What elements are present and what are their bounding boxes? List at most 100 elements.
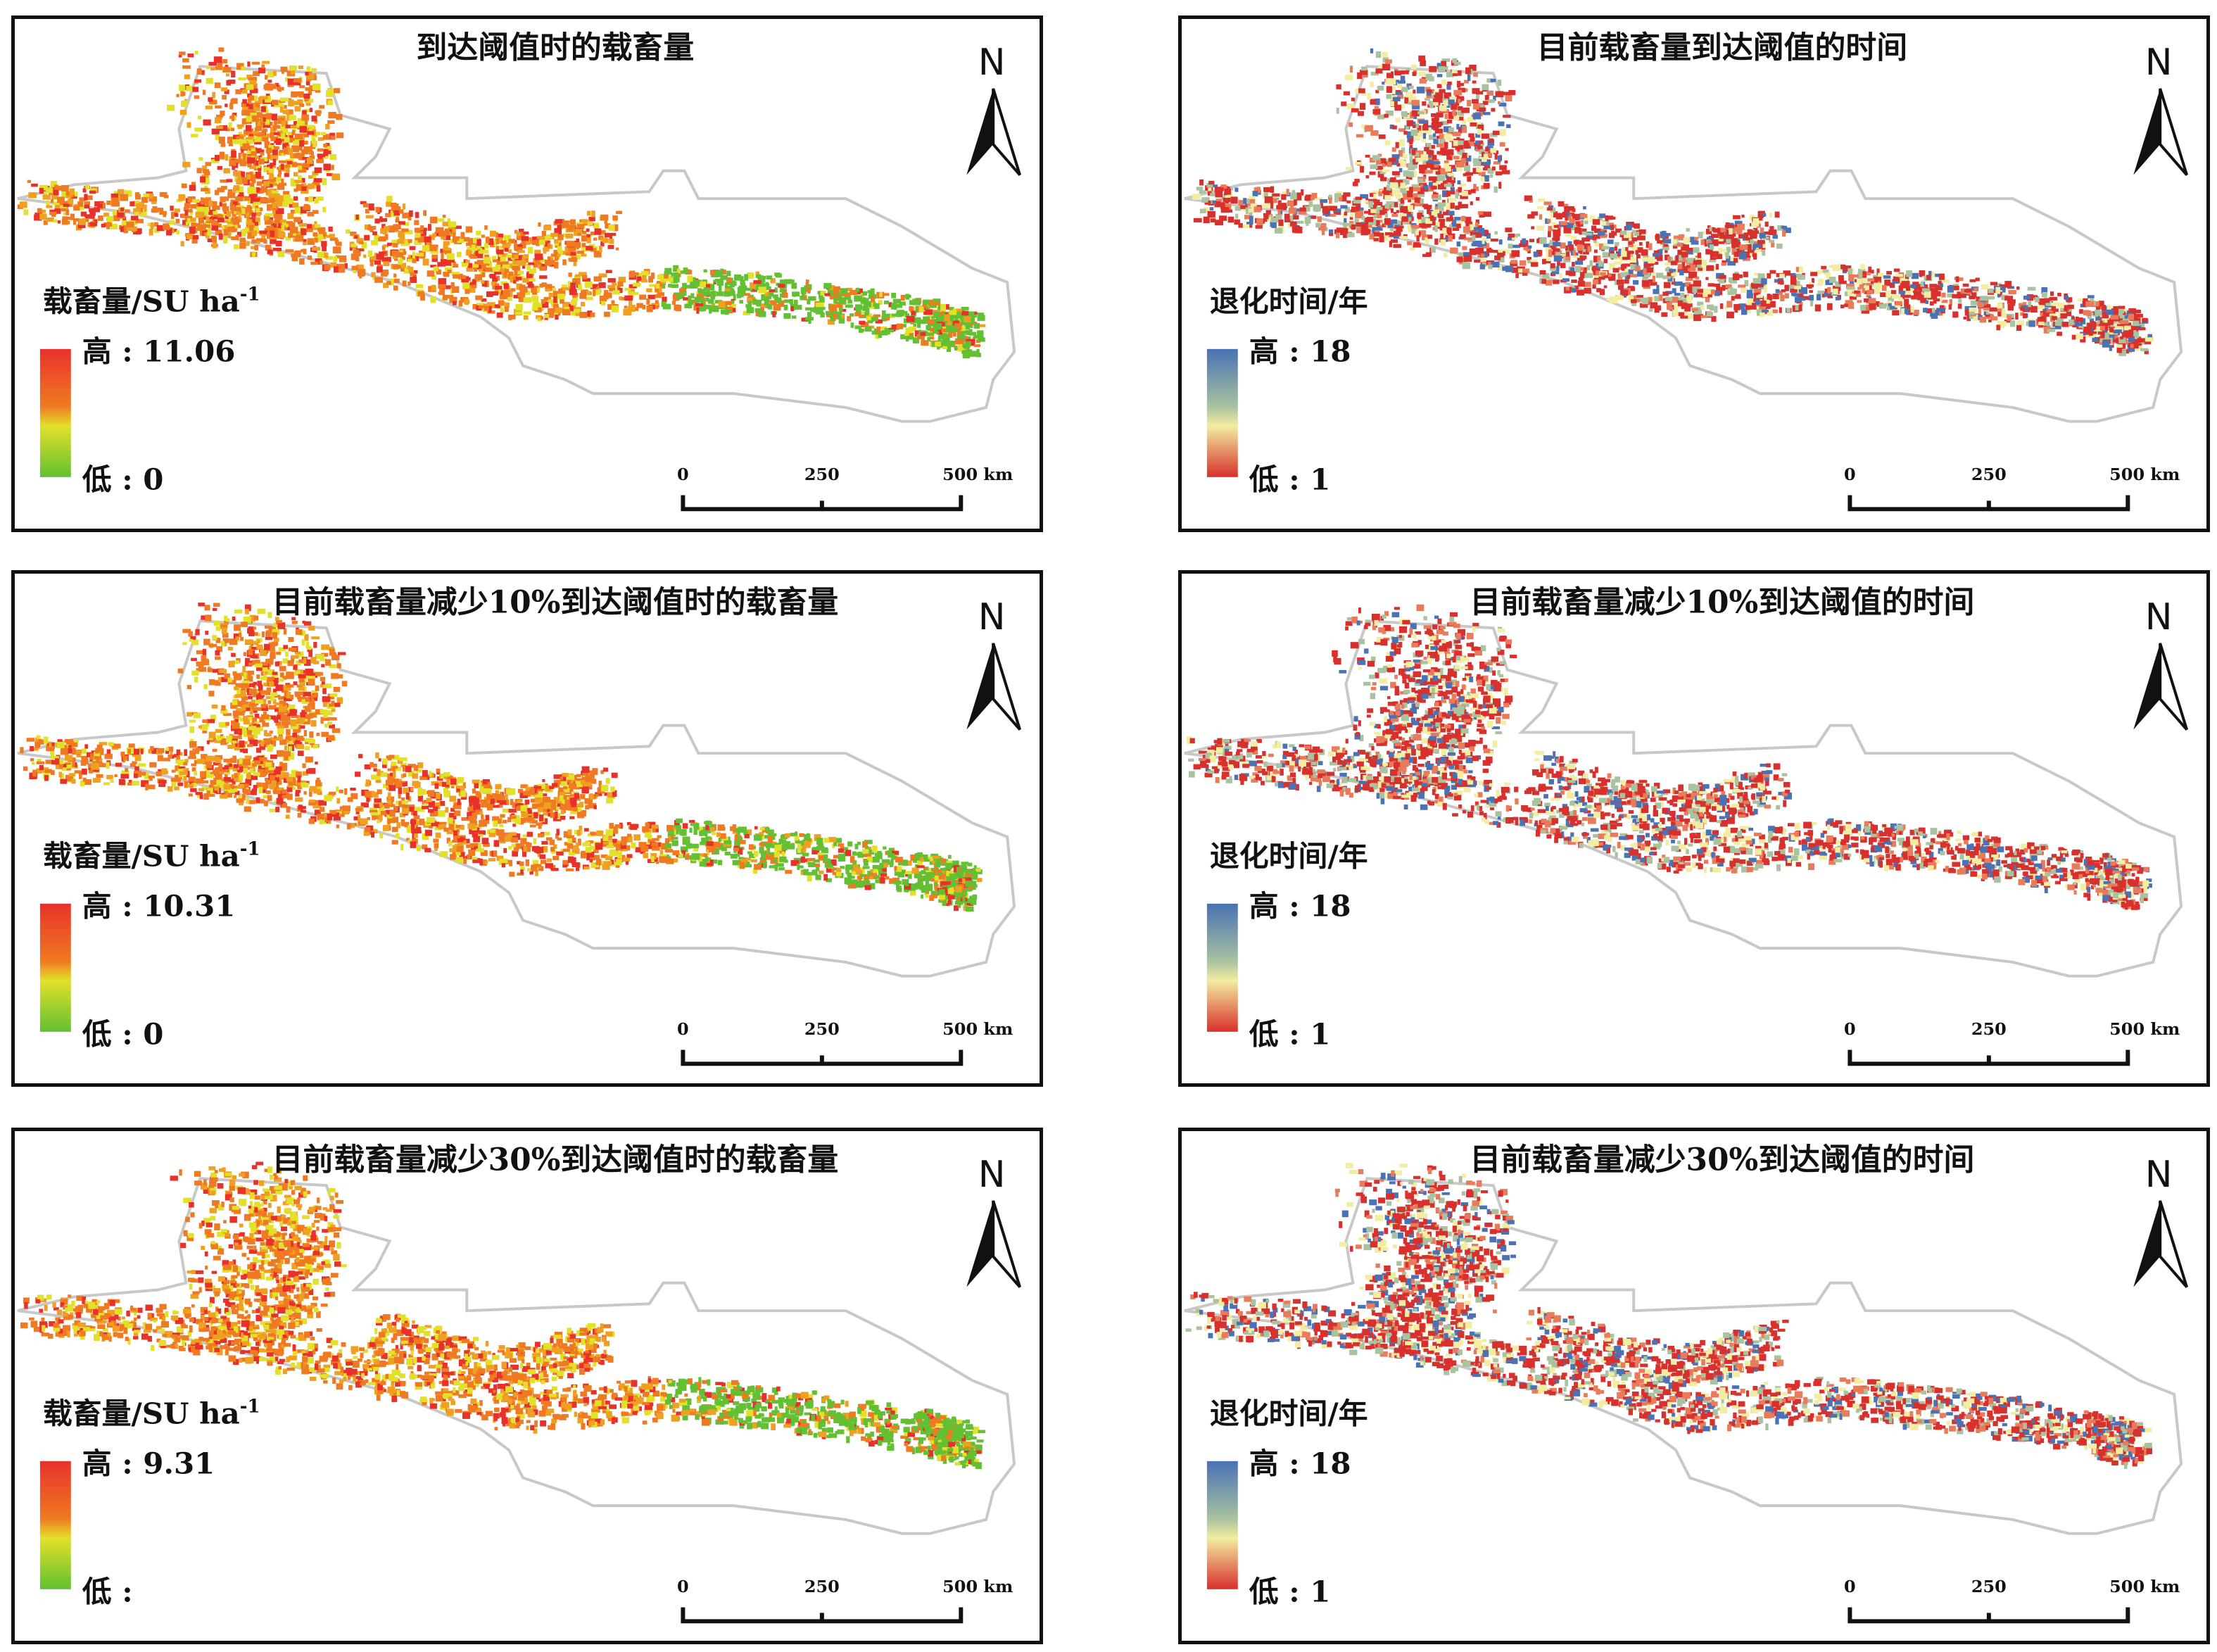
raster-pixel: [416, 231, 424, 234]
raster-pixel: [322, 206, 327, 213]
raster-pixel: [259, 230, 268, 234]
raster-pixel: [1451, 103, 1458, 111]
raster-pixel: [1791, 273, 1796, 277]
raster-pixel: [461, 275, 467, 279]
raster-pixel: [1498, 256, 1505, 263]
raster-pixel: [1325, 207, 1329, 215]
raster-pixel: [847, 299, 852, 304]
raster-pixel: [883, 293, 890, 296]
raster-pixel: [2045, 325, 2051, 332]
raster-pixel: [516, 231, 522, 236]
raster-pixel: [849, 289, 858, 296]
raster-pixel: [778, 300, 785, 308]
raster-pixel: [324, 252, 329, 258]
raster-pixel: [1384, 195, 1391, 201]
raster-pixel: [1386, 184, 1391, 191]
raster-pixel: [1246, 198, 1256, 206]
raster-pixel: [688, 300, 694, 305]
raster-pixel: [576, 251, 585, 254]
raster-pixel: [1781, 289, 1786, 293]
raster-pixel: [1453, 89, 1463, 96]
raster-pixel: [1235, 213, 1239, 219]
raster-pixel: [1678, 312, 1684, 317]
raster-pixel: [308, 89, 312, 96]
raster-pixel: [1462, 119, 1467, 125]
raster-pixel: [766, 286, 771, 291]
raster-pixel: [512, 265, 520, 271]
raster-pixel: [2037, 305, 2045, 309]
raster-pixel: [208, 210, 216, 215]
raster-pixel: [918, 306, 923, 313]
raster-pixel: [311, 115, 317, 122]
raster-pixel: [1460, 195, 1468, 199]
raster-pixel: [223, 168, 230, 174]
raster-pixel: [213, 210, 218, 215]
raster-pixel: [249, 95, 255, 101]
raster-pixel: [1436, 135, 1440, 139]
raster-pixel: [262, 187, 267, 193]
raster-pixel: [2078, 324, 2083, 329]
raster-pixel: [248, 219, 253, 222]
raster-pixel: [925, 309, 933, 315]
raster-pixel: [905, 327, 913, 334]
raster-pixel: [2020, 307, 2026, 311]
raster-pixel: [502, 264, 510, 269]
raster-pixel: [356, 238, 364, 244]
raster-pixel: [1663, 282, 1671, 289]
raster-pixel: [236, 178, 242, 185]
raster-pixel: [502, 261, 510, 267]
raster-pixel: [495, 238, 499, 245]
raster-pixel: [1396, 210, 1400, 213]
raster-pixel: [2031, 295, 2038, 298]
raster-pixel: [2050, 302, 2058, 306]
raster-pixel: [1406, 92, 1413, 98]
raster-pixel: [2009, 303, 2016, 306]
raster-pixel: [1289, 204, 1294, 210]
raster-pixel: [1990, 282, 1998, 286]
raster-pixel: [1519, 260, 1527, 266]
raster-pixel: [312, 246, 320, 251]
raster-pixel: [859, 328, 865, 332]
raster-pixel: [1952, 311, 1958, 318]
raster-pixel: [141, 196, 149, 203]
raster-pixel: [935, 315, 942, 322]
raster-pixel: [1465, 221, 1473, 227]
raster-pixel: [939, 335, 944, 339]
raster-pixel: [1314, 207, 1320, 213]
raster-pixel: [1997, 303, 2003, 309]
raster-pixel: [1361, 215, 1365, 220]
raster-pixel: [254, 101, 262, 104]
raster-pixel: [1340, 205, 1348, 209]
raster-pixel: [1998, 291, 2002, 297]
raster-pixel: [2042, 308, 2049, 313]
raster-pixel: [1763, 286, 1767, 293]
raster-pixel: [495, 264, 503, 267]
raster-pixel: [1384, 140, 1391, 146]
raster-pixel: [382, 230, 387, 235]
raster-pixel: [783, 304, 788, 310]
raster-pixel: [181, 100, 188, 107]
raster-pixel: [293, 77, 302, 82]
raster-pixel: [1460, 82, 1465, 87]
raster-pixel: [1377, 85, 1384, 91]
raster-pixel: [1398, 150, 1403, 157]
raster-pixel: [1452, 58, 1458, 63]
raster-pixel: [588, 217, 595, 222]
raster-pixel: [287, 232, 293, 238]
raster-pixel: [1474, 222, 1479, 227]
raster-pixel: [2076, 333, 2083, 340]
raster-pixel: [1681, 282, 1688, 287]
raster-pixel: [89, 214, 95, 219]
raster-pixel: [1730, 289, 1737, 295]
raster-pixel: [521, 240, 528, 245]
raster-pixel: [2066, 297, 2073, 303]
raster-pixel: [604, 218, 608, 224]
raster-pixel: [457, 239, 465, 243]
raster-pixel: [303, 248, 307, 255]
raster-pixel: [362, 203, 369, 208]
raster-pixel: [1736, 274, 1743, 279]
raster-pixel: [1388, 158, 1396, 163]
raster-pixel: [1481, 175, 1490, 178]
raster-pixel: [267, 249, 273, 255]
raster-pixel: [773, 303, 781, 311]
